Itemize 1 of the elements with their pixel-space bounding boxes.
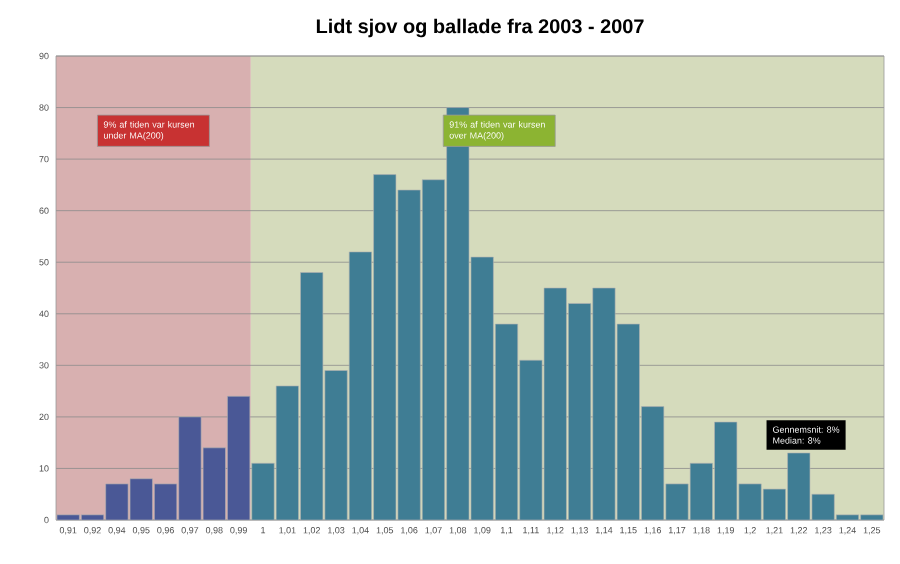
chart-title: Lidt sjov og ballade fra 2003 - 2007	[316, 18, 644, 38]
